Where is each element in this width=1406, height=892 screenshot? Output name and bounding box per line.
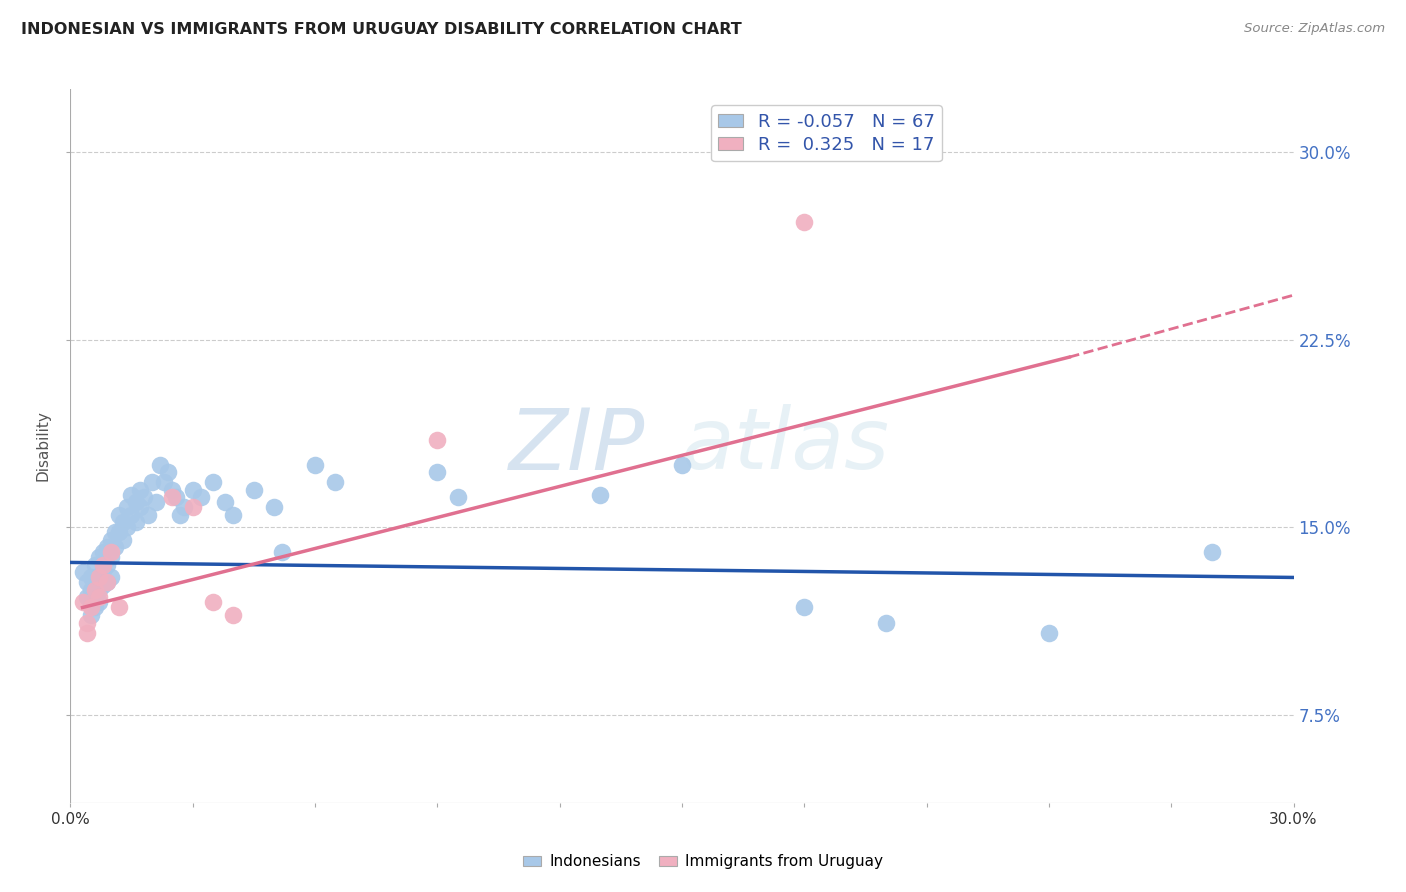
Point [121, 508, 143, 522]
Point [96, 558, 118, 572]
Point [87, 595, 110, 609]
Point [157, 465, 180, 479]
Point [112, 516, 135, 530]
Point [100, 545, 122, 559]
Point [91, 545, 114, 559]
Point [121, 488, 143, 502]
Point [72, 595, 94, 609]
Point [91, 558, 114, 572]
Point [79, 595, 103, 609]
Point [222, 607, 245, 622]
Point [793, 600, 815, 615]
Text: atlas: atlas [682, 404, 890, 488]
Point [112, 533, 135, 547]
Point [128, 500, 150, 515]
Point [117, 520, 139, 534]
Point [79, 582, 103, 597]
Point [96, 575, 118, 590]
Point [124, 516, 146, 530]
Point [104, 525, 127, 540]
Point [426, 433, 449, 447]
Point [100, 533, 122, 547]
Point [128, 483, 150, 497]
Point [76, 591, 98, 605]
Point [108, 525, 131, 540]
Point [173, 500, 195, 515]
Point [190, 491, 212, 505]
Point [793, 215, 815, 229]
Point [1038, 625, 1060, 640]
Legend: Indonesians, Immigrants from Uruguay: Indonesians, Immigrants from Uruguay [517, 848, 889, 875]
Point [1201, 545, 1223, 559]
Point [124, 495, 146, 509]
Point [165, 491, 187, 505]
Point [222, 508, 245, 522]
Point [117, 500, 139, 515]
Point [87, 591, 110, 605]
Point [87, 570, 110, 584]
Point [325, 475, 347, 490]
Point [304, 458, 326, 472]
Point [153, 475, 176, 490]
Point [202, 595, 225, 609]
Point [79, 600, 103, 615]
Point [83, 591, 105, 605]
Point [243, 483, 266, 497]
Point [181, 483, 204, 497]
Point [83, 575, 105, 590]
Point [214, 495, 236, 509]
Point [426, 465, 449, 479]
Point [108, 600, 131, 615]
Text: INDONESIAN VS IMMIGRANTS FROM URUGUAY DISABILITY CORRELATION CHART: INDONESIAN VS IMMIGRANTS FROM URUGUAY DI… [21, 22, 742, 37]
Point [79, 570, 103, 584]
Point [108, 508, 131, 522]
Point [96, 541, 118, 555]
Point [96, 575, 118, 590]
Point [162, 483, 183, 497]
Point [83, 558, 105, 572]
Point [202, 475, 225, 490]
Point [76, 575, 98, 590]
Point [79, 607, 103, 622]
Point [149, 458, 172, 472]
Point [91, 578, 114, 592]
Point [100, 550, 122, 565]
Point [87, 582, 110, 597]
Point [91, 563, 114, 577]
Y-axis label: Disability: Disability [35, 410, 51, 482]
Point [132, 491, 155, 505]
Point [589, 488, 612, 502]
Point [87, 570, 110, 584]
Point [104, 541, 127, 555]
Point [136, 508, 159, 522]
Point [141, 475, 163, 490]
Point [100, 570, 122, 584]
Point [263, 500, 285, 515]
Point [76, 625, 98, 640]
Point [169, 508, 191, 522]
Point [162, 491, 183, 505]
Point [181, 500, 204, 515]
Text: Source: ZipAtlas.com: Source: ZipAtlas.com [1244, 22, 1385, 36]
Point [875, 615, 897, 630]
Legend: R = -0.057   N = 67, R =  0.325   N = 17: R = -0.057 N = 67, R = 0.325 N = 17 [711, 105, 942, 161]
Point [83, 582, 105, 597]
Point [83, 600, 105, 615]
Text: ZIP: ZIP [509, 404, 645, 488]
Point [271, 545, 294, 559]
Point [145, 495, 167, 509]
Point [76, 615, 98, 630]
Point [87, 550, 110, 565]
Point [72, 566, 94, 580]
Point [671, 458, 693, 472]
Point [447, 491, 470, 505]
